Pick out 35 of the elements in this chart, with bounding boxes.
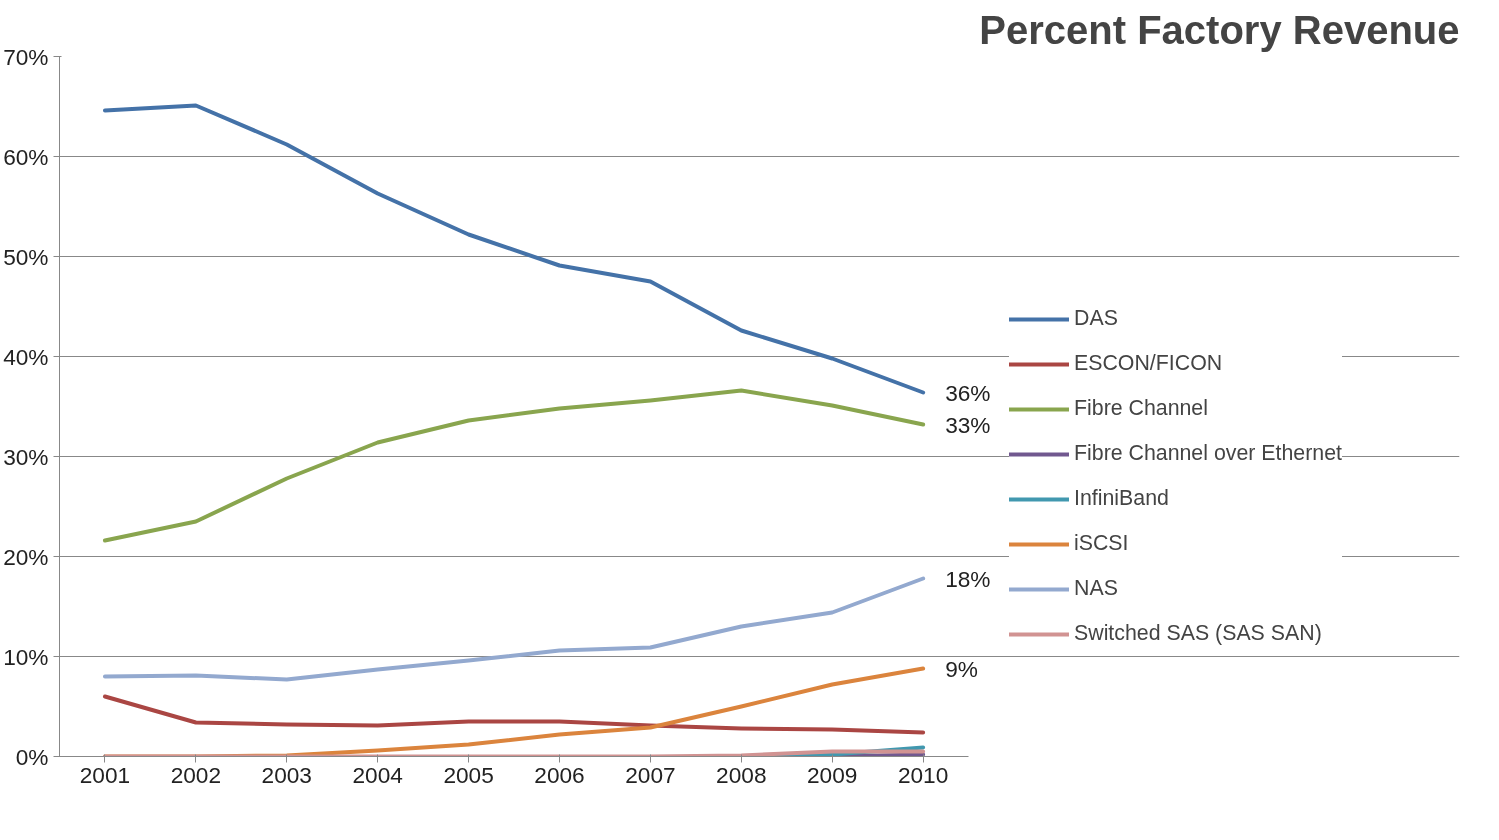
text: Percent Factory Revenue [979, 7, 1460, 52]
y-tick-label: 70% [3, 43, 49, 70]
legend-label: Fibre Channel [1074, 396, 1208, 421]
y-tick-label: 60% [3, 143, 49, 170]
legend-label: DAS [1074, 306, 1118, 331]
x-tick-label: 2009 [807, 761, 858, 788]
x-tick-label: 2004 [352, 761, 403, 788]
x-tick-label: 2005 [443, 761, 494, 788]
line-series [102, 388, 926, 543]
line-series [102, 694, 926, 735]
data-label: 9% [945, 655, 978, 682]
x-tick-label: 2008 [716, 761, 767, 788]
data-label: 33% [945, 411, 991, 438]
line-series [102, 103, 926, 395]
legend-label: NAS [1074, 576, 1118, 601]
legend-label: InfiniBand [1074, 486, 1169, 511]
legend-label: ESCON/FICON [1074, 351, 1223, 376]
y-tick-label: 50% [3, 243, 49, 270]
x-tick-label: 2001 [79, 761, 131, 788]
data-label: 18% [945, 565, 991, 592]
y-tick-label: 40% [3, 343, 49, 370]
legend-label: Fibre Channel over Ethernet [1074, 441, 1342, 466]
x-tick-label: 2010 [897, 761, 949, 788]
data-label: 36% [945, 379, 991, 406]
x-tick-label: 2006 [534, 761, 585, 788]
y-tick-label: 20% [3, 543, 49, 570]
y-tick-label: 30% [3, 443, 49, 470]
legend-label: Switched SAS (SAS SAN) [1074, 621, 1322, 646]
line-series [102, 576, 926, 682]
x-tick-label: 2007 [625, 761, 676, 788]
y-tick-label: 10% [3, 643, 49, 670]
x-tick-label: 2003 [261, 761, 312, 788]
x-tick-label: 2002 [170, 761, 222, 788]
y-tick-label: 0% [15, 743, 49, 770]
legend-label: iSCSI [1074, 531, 1129, 556]
